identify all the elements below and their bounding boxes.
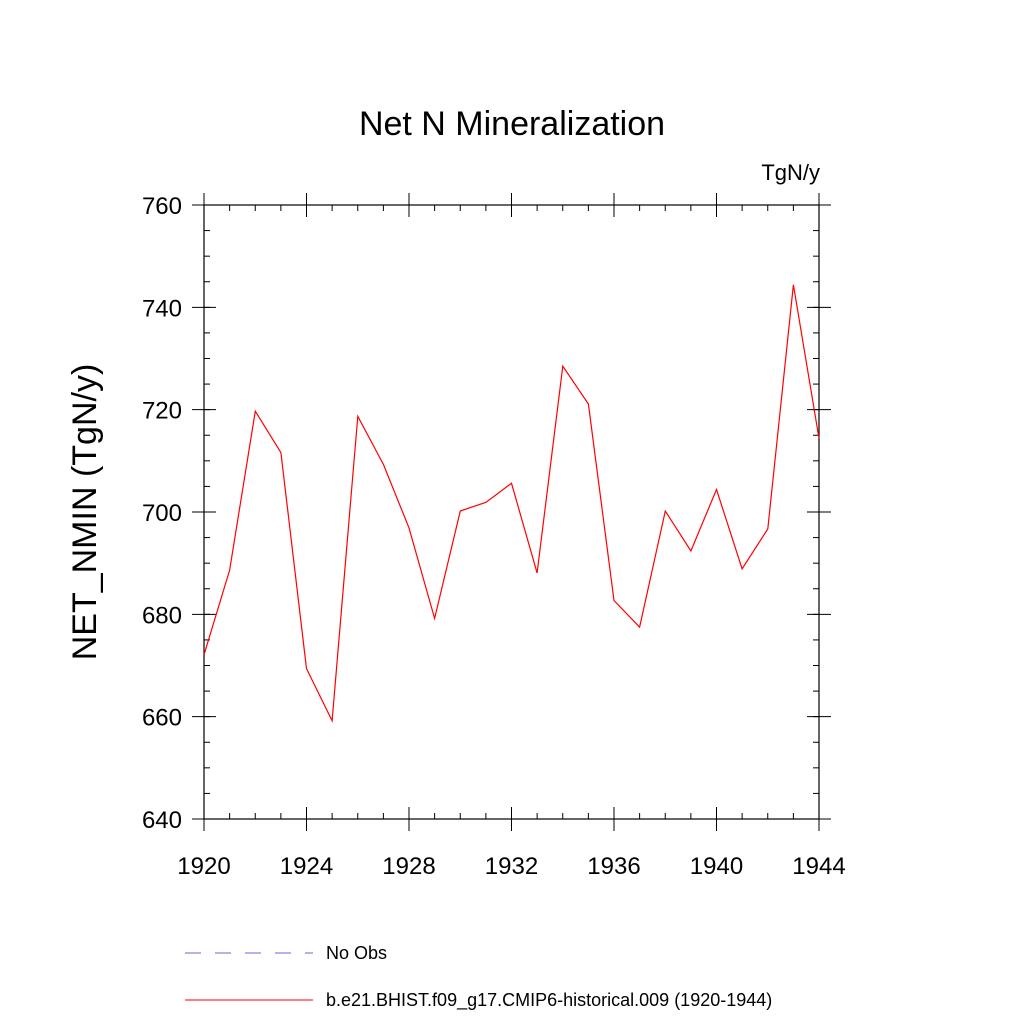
x-tick-label: 1920 [177,853,230,880]
y-tick-label: 740 [142,295,182,322]
y-axis-label: NET_NMIN (TgN/y) [66,364,104,661]
legend-label: No Obs [326,943,387,963]
axis-ticks: 1920 1924 1928 1932 1936 1940 1944 640 660 680 700… [142,193,846,880]
data-series [203,284,820,724]
x-tick-label: 1936 [587,853,640,880]
x-tick-label: 1924 [280,853,333,880]
y-tick-label: 680 [142,602,182,629]
legend-label: b.e21.BHIST.f09_g17.CMIP6-historical.009… [326,990,772,1011]
units-label: TgN/y [761,160,820,185]
y-tick-label: 720 [142,398,182,425]
y-tick-label: 640 [142,807,182,834]
y-tick-label: 760 [142,193,182,220]
chart-title: Net N Mineralization [359,105,665,143]
x-tick-label: 1932 [485,853,538,880]
legend: No Obs b.e21.BHIST.f09_g17.CMIP6-historic… [185,943,772,1011]
x-tick-label: 1928 [382,853,435,880]
x-tick-label: 1944 [792,853,845,880]
x-tick-label: 1940 [690,853,743,880]
y-tick-label: 660 [142,705,182,732]
y-tick-label: 700 [142,500,182,527]
plot-frame [203,204,820,820]
series-line [203,284,820,724]
